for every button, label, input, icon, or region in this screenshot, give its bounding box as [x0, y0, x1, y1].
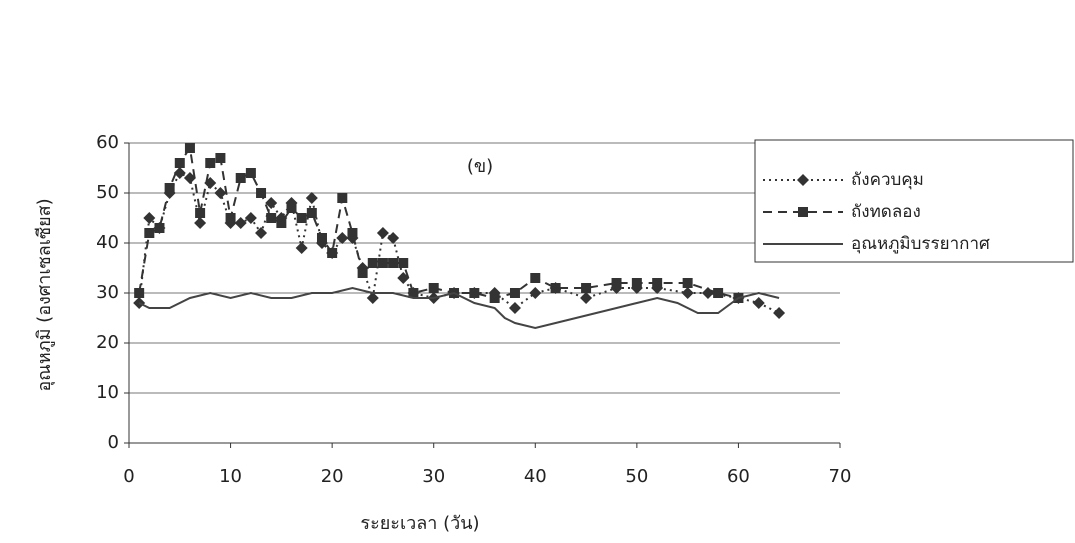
x-axis-label: ระยะเวลา (วัน) [360, 513, 479, 534]
data-point [255, 227, 268, 239]
data-point [134, 288, 145, 298]
data-point [631, 278, 642, 288]
data-point [347, 228, 358, 238]
data-point [195, 208, 206, 218]
legend-label: อุณหภูมิบรรยากาศ [851, 234, 990, 254]
x-tick-label: 30 [422, 466, 445, 487]
x-tick-label: 60 [727, 466, 750, 487]
data-point [265, 197, 278, 209]
legend-label: ถังควบคุม [851, 170, 924, 190]
legend-marker [798, 207, 808, 217]
data-point [245, 168, 256, 178]
data-point [681, 287, 694, 299]
y-tick-label: 10 [96, 382, 119, 403]
data-point [752, 297, 765, 309]
data-point [184, 143, 195, 153]
data-point [367, 258, 378, 268]
data-point [469, 288, 480, 298]
series-line [138, 145, 739, 300]
data-point [256, 188, 267, 198]
data-point [529, 287, 542, 299]
data-point [408, 288, 419, 298]
data-point [316, 233, 327, 243]
data-point [327, 248, 338, 258]
data-point [286, 203, 297, 213]
data-point [388, 258, 399, 268]
x-tick-label: 0 [123, 466, 134, 487]
y-tick-label: 20 [96, 332, 119, 353]
x-tick-label: 50 [625, 466, 648, 487]
data-point [376, 227, 389, 239]
data-point [489, 293, 500, 303]
data-point [398, 258, 409, 268]
x-tick-label: 10 [219, 466, 242, 487]
data-point [306, 208, 317, 218]
data-point [366, 292, 379, 304]
y-tick-label: 50 [96, 182, 119, 203]
series-line [138, 286, 780, 330]
data-point [509, 288, 520, 298]
data-point [205, 158, 216, 168]
data-point [611, 278, 622, 288]
data-point [397, 272, 410, 284]
y-tick-label: 30 [96, 282, 119, 303]
data-point [387, 232, 400, 244]
data-point [183, 172, 196, 184]
data-point [581, 283, 592, 293]
data-point [377, 258, 388, 268]
data-point [530, 273, 541, 283]
y-axis-label: อุณหภูมิ (องศาเซลเซียส) [34, 198, 55, 391]
data-point [337, 193, 348, 203]
data-point [244, 212, 257, 224]
data-point [296, 213, 307, 223]
data-point [164, 183, 175, 193]
data-point [652, 278, 663, 288]
data-point [305, 192, 318, 204]
legend-label: ถังทดลอง [851, 202, 921, 222]
data-point [234, 217, 247, 229]
data-point [276, 218, 287, 228]
data-point [194, 217, 207, 229]
chart-title: (ข) [467, 156, 493, 177]
data-point [154, 223, 165, 233]
x-tick-label: 20 [321, 466, 344, 487]
data-point [773, 307, 786, 319]
y-tick-label: 60 [96, 132, 119, 153]
data-point [508, 302, 521, 314]
data-point [235, 173, 246, 183]
data-point [357, 268, 368, 278]
data-point [713, 288, 724, 298]
x-tick-label: 70 [829, 466, 852, 487]
legend-marker [797, 174, 809, 186]
data-point [550, 283, 561, 293]
data-point [173, 167, 186, 179]
data-point [580, 292, 593, 304]
data-point [174, 158, 185, 168]
data-point [215, 153, 226, 163]
data-point [144, 228, 155, 238]
data-point [266, 213, 277, 223]
data-point [336, 232, 349, 244]
data-point [214, 187, 227, 199]
y-tick-label: 0 [108, 432, 119, 453]
legend-box [754, 139, 1074, 263]
data-point [428, 283, 439, 293]
data-point [143, 212, 156, 224]
x-tick-label: 40 [524, 466, 547, 487]
data-point [295, 242, 308, 254]
data-point [225, 213, 236, 223]
data-point [682, 278, 693, 288]
y-tick-label: 40 [96, 232, 119, 253]
